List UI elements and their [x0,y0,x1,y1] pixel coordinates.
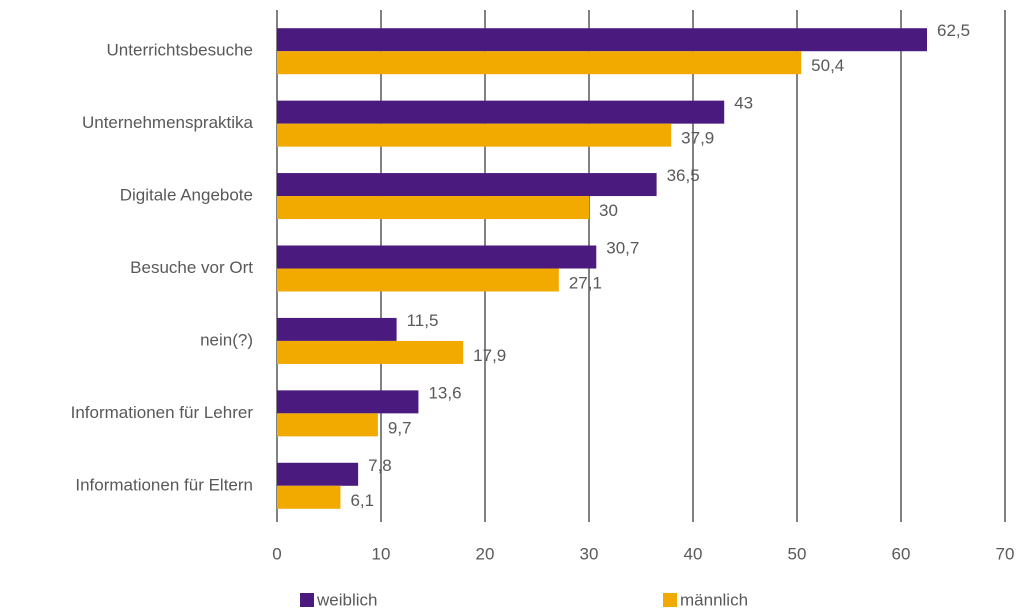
bar [277,413,378,437]
category-label: Besuche vor Ort [130,258,253,277]
data-label: 17,9 [473,346,506,365]
data-label: 7,8 [368,456,392,475]
data-label: 30 [599,201,618,220]
data-label: 50,4 [811,56,844,75]
category-label: Unternehmenspraktika [82,113,254,132]
x-tick-label: 40 [684,544,703,563]
category-label: Unterrichtsbesuche [107,41,253,60]
category-label: Digitale Angebote [120,186,253,205]
legend-label: weiblich [316,590,377,609]
data-label: 43 [734,94,753,113]
bar [277,123,672,147]
bar [277,100,725,124]
bar [277,196,589,220]
data-label: 37,9 [681,129,714,148]
x-tick-label: 70 [996,544,1015,563]
x-tick-label: 20 [476,544,495,563]
bar [277,317,397,341]
x-tick-label: 10 [372,544,391,563]
bar [277,485,341,509]
data-label: 9,7 [388,418,412,437]
legend-swatch [300,593,314,607]
data-label: 13,6 [428,383,461,402]
x-tick-label: 50 [788,544,807,563]
bar [277,173,657,197]
bar [277,462,359,486]
data-label: 6,1 [350,491,374,510]
data-label: 27,1 [569,273,602,292]
bar [277,390,419,414]
category-label: Informationen für Lehrer [71,403,254,422]
data-label: 30,7 [606,238,639,257]
bar [277,268,559,292]
x-tick-label: 30 [580,544,599,563]
legend-swatch [663,593,677,607]
data-label: 62,5 [937,21,970,40]
bar [277,28,927,52]
data-label: 11,5 [407,311,439,330]
category-label: Informationen für Eltern [75,475,253,494]
x-tick-label: 0 [272,544,281,563]
legend-label: männlich [680,590,748,609]
x-tick-label: 60 [892,544,911,563]
bar [277,340,464,364]
bar [277,245,597,269]
data-label: 36,5 [667,166,700,185]
category-label: nein(?) [200,330,253,349]
bar [277,51,802,75]
